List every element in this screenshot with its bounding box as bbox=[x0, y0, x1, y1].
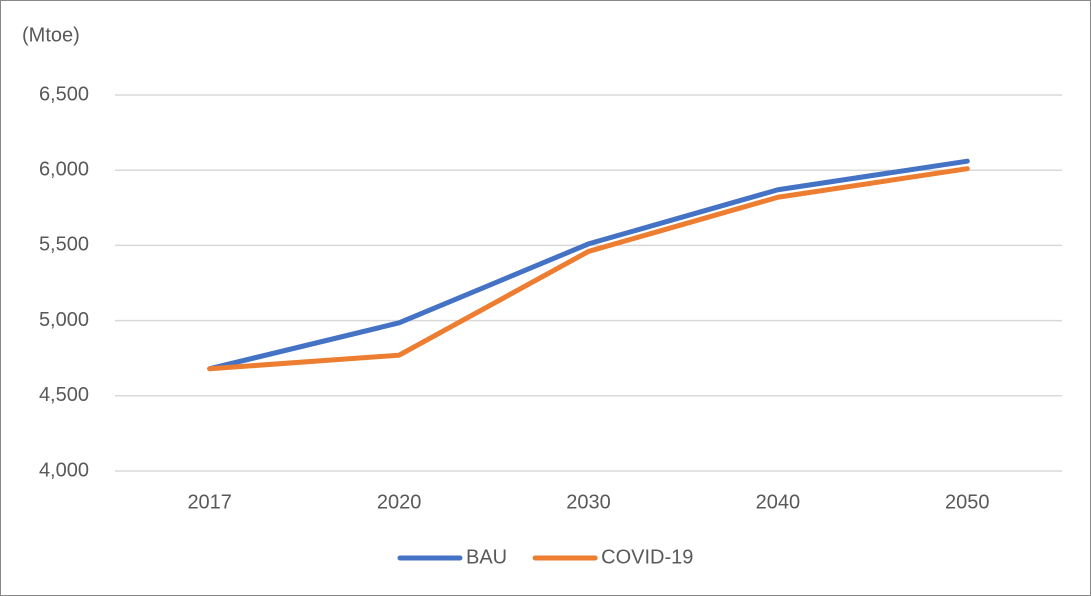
x-tick-label: 2050 bbox=[945, 491, 990, 513]
y-tick-label: 6,500 bbox=[39, 83, 89, 105]
y-tick-label: 5,500 bbox=[39, 234, 89, 256]
y-tick-label: 4,000 bbox=[39, 459, 89, 481]
y-tick-label: 4,500 bbox=[39, 384, 89, 406]
legend-label: COVID-19 bbox=[601, 546, 693, 568]
x-tick-label: 2017 bbox=[187, 491, 232, 513]
x-tick-label: 2030 bbox=[566, 491, 611, 513]
x-tick-label: 2040 bbox=[756, 491, 801, 513]
y-tick-label: 5,000 bbox=[39, 309, 89, 331]
x-tick-label: 2020 bbox=[377, 491, 422, 513]
legend-label: BAU bbox=[466, 546, 507, 568]
y-unit-label: (Mtoe) bbox=[22, 24, 80, 46]
series-line bbox=[207, 166, 970, 372]
y-tick-label: 6,000 bbox=[39, 158, 89, 180]
series-line bbox=[207, 158, 970, 372]
